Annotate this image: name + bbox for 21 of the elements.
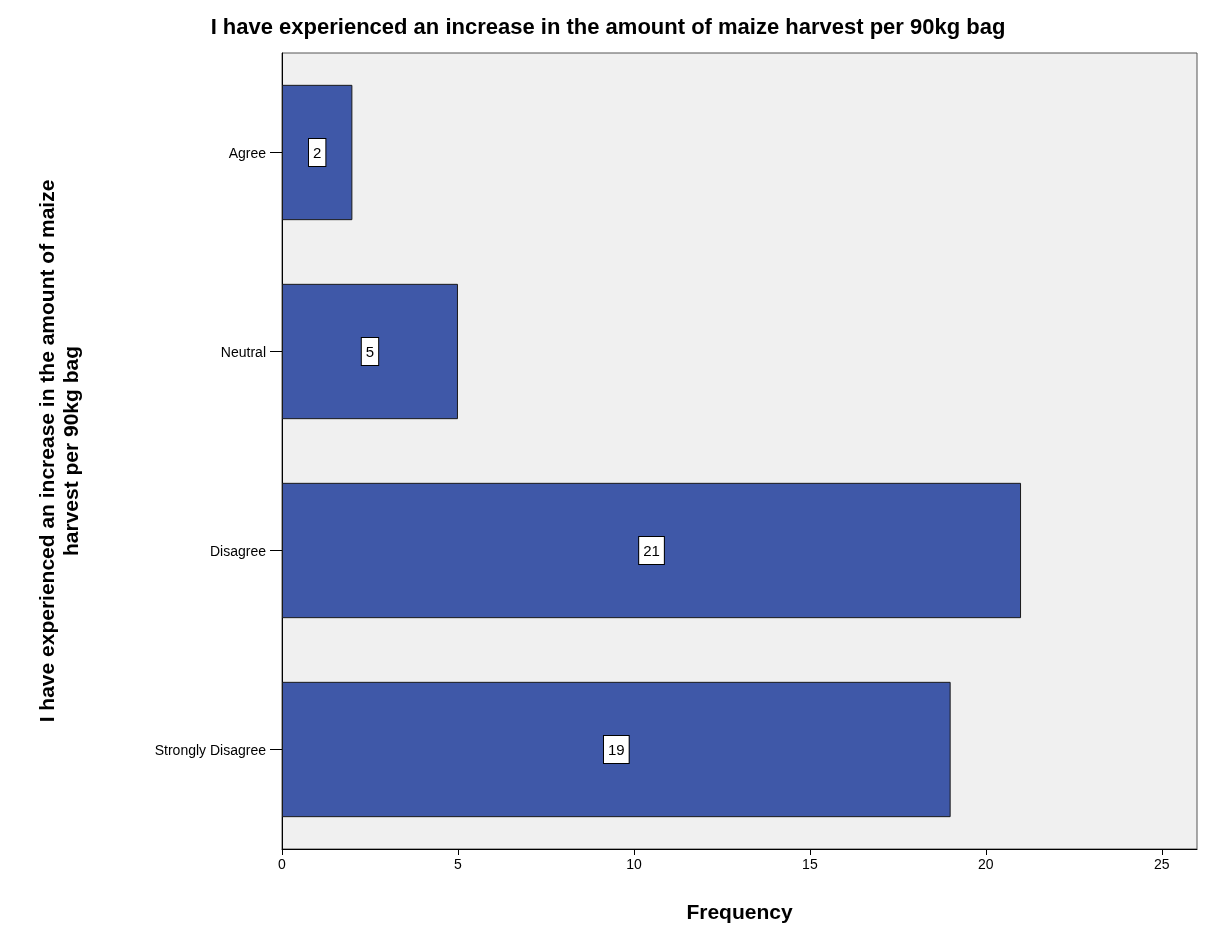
data-label: 5	[365, 343, 375, 360]
x-tick-label: 0	[278, 856, 287, 872]
y-tick-label: Strongly Disagree	[154, 741, 267, 758]
x-tick-label: 15	[802, 856, 818, 872]
data-label: 21	[643, 542, 660, 559]
x-axis-title: Frequency	[686, 900, 793, 923]
x-tick-label: 5	[454, 856, 463, 872]
bar	[282, 681, 951, 818]
x-tick-label: 20	[978, 856, 994, 872]
y-axis-title: I have experienced an increase in the amount of maize harvest per 90kg bag	[34, 179, 82, 723]
y-tick-label: Neutral	[220, 343, 266, 360]
x-tick-label: 25	[1154, 856, 1170, 872]
bar	[282, 84, 353, 221]
data-label: 19	[607, 741, 625, 758]
data-label: 2	[313, 144, 322, 161]
bar	[282, 283, 458, 420]
x-tick-label: 10	[626, 856, 642, 872]
bar	[282, 482, 1022, 619]
y-tick-label: Disagree	[209, 542, 267, 559]
chart-title: I have experienced an increase in the amount of maize harvest per 90kg bag	[210, 13, 1006, 39]
y-tick-label: Agree	[228, 144, 267, 161]
